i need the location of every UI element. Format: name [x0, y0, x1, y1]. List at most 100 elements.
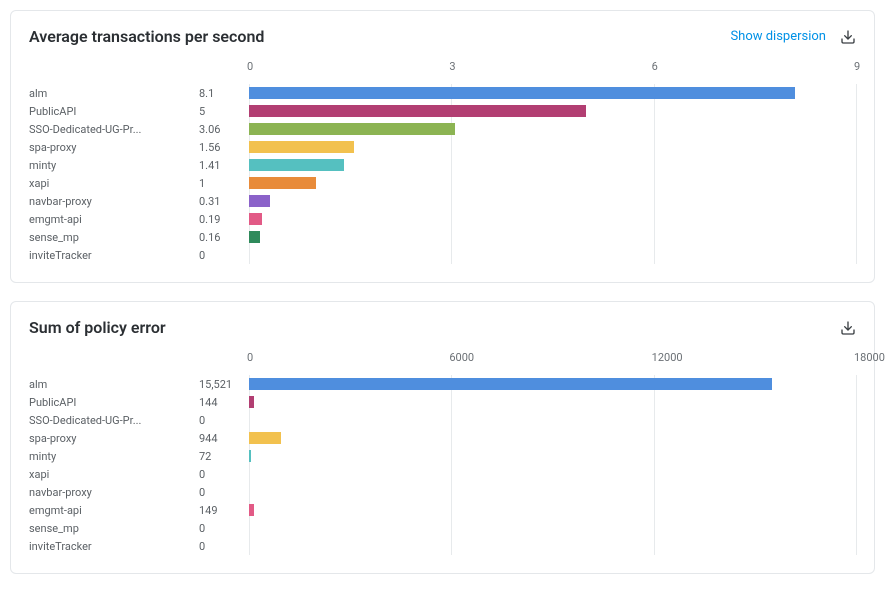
- chart-row: inviteTracker0: [29, 246, 856, 264]
- row-track: [249, 539, 856, 553]
- row-track: [249, 503, 856, 517]
- row-label: inviteTracker: [29, 540, 199, 553]
- row-bar[interactable]: [249, 195, 270, 207]
- chart-row: navbar-proxy0: [29, 483, 856, 501]
- chart-row: inviteTracker0: [29, 537, 856, 555]
- panel-avg-tps: Average transactions per second Show dis…: [10, 10, 875, 283]
- row-label: minty: [29, 450, 199, 463]
- row-bar[interactable]: [249, 123, 455, 135]
- chart-row: minty1.41: [29, 156, 856, 174]
- row-bar[interactable]: [249, 504, 254, 516]
- row-track: [249, 158, 856, 172]
- download-icon[interactable]: [840, 320, 856, 336]
- row-bar[interactable]: [249, 396, 254, 408]
- download-icon[interactable]: [840, 29, 856, 45]
- chart-row: emgmt-api149: [29, 501, 856, 519]
- row-value: 3.06: [199, 123, 249, 136]
- row-label: minty: [29, 159, 199, 172]
- x-axis-tick: 9: [854, 60, 860, 73]
- x-axis-tick: 0: [247, 351, 253, 364]
- panel-actions: Show dispersion: [730, 29, 856, 45]
- x-axis: 0369: [29, 60, 856, 78]
- chart-row: emgmt-api0.19: [29, 210, 856, 228]
- chart-row: navbar-proxy0.31: [29, 192, 856, 210]
- row-label: xapi: [29, 177, 199, 190]
- panel-actions: [840, 320, 856, 336]
- x-axis-tick: 18000: [854, 351, 885, 364]
- row-bar[interactable]: [249, 177, 316, 189]
- row-bar[interactable]: [249, 159, 344, 171]
- row-label: alm: [29, 378, 199, 391]
- row-track: [249, 104, 856, 118]
- row-bar[interactable]: [249, 87, 795, 99]
- chart-row: SSO-Dedicated-UG-Pr...0: [29, 411, 856, 429]
- chart-rows: alm8.1PublicAPI5SSO-Dedicated-UG-Pr...3.…: [29, 84, 856, 264]
- chart-row: sense_mp0: [29, 519, 856, 537]
- row-bar[interactable]: [249, 231, 260, 243]
- row-bar[interactable]: [249, 378, 772, 390]
- row-track: [249, 377, 856, 391]
- chart-rows: alm15,521PublicAPI144SSO-Dedicated-UG-Pr…: [29, 375, 856, 555]
- row-label: navbar-proxy: [29, 486, 199, 499]
- chart-row: xapi0: [29, 465, 856, 483]
- row-track: [249, 449, 856, 463]
- chart-row: PublicAPI144: [29, 393, 856, 411]
- row-track: [249, 413, 856, 427]
- chart-area: 060001200018000 alm15,521PublicAPI144SSO…: [29, 351, 856, 555]
- row-value: 0: [199, 540, 249, 553]
- row-track: [249, 230, 856, 244]
- chart-row: spa-proxy944: [29, 429, 856, 447]
- row-value: 1.56: [199, 141, 249, 154]
- row-track: [249, 140, 856, 154]
- chart-row: xapi1: [29, 174, 856, 192]
- row-value: 149: [199, 504, 249, 517]
- row-track: [249, 467, 856, 481]
- row-bar[interactable]: [249, 450, 251, 462]
- panel-header: Sum of policy error: [29, 318, 856, 337]
- row-label: SSO-Dedicated-UG-Pr...: [29, 414, 199, 427]
- row-label: spa-proxy: [29, 432, 199, 445]
- row-value: 15,521: [199, 378, 249, 391]
- panel-policy-error: Sum of policy error 060001200018000 alm1…: [10, 301, 875, 574]
- row-value: 5: [199, 105, 249, 118]
- row-value: 72: [199, 450, 249, 463]
- row-label: PublicAPI: [29, 396, 199, 409]
- chart-row: sense_mp0.16: [29, 228, 856, 246]
- row-label: alm: [29, 87, 199, 100]
- row-track: [249, 122, 856, 136]
- x-axis: 060001200018000: [29, 351, 856, 369]
- row-value: 0: [199, 468, 249, 481]
- row-value: 0: [199, 249, 249, 262]
- row-label: SSO-Dedicated-UG-Pr...: [29, 123, 199, 136]
- row-track: [249, 395, 856, 409]
- chart-row: SSO-Dedicated-UG-Pr...3.06: [29, 120, 856, 138]
- row-label: sense_mp: [29, 522, 199, 535]
- row-value: 0: [199, 486, 249, 499]
- row-value: 0.16: [199, 231, 249, 244]
- x-axis-tick: 3: [449, 60, 455, 73]
- row-track: [249, 176, 856, 190]
- row-track: [249, 521, 856, 535]
- row-label: PublicAPI: [29, 105, 199, 118]
- row-bar[interactable]: [249, 432, 281, 444]
- row-bar[interactable]: [249, 105, 586, 117]
- show-dispersion-link[interactable]: Show dispersion: [730, 29, 826, 44]
- x-axis-tick: 6: [652, 60, 658, 73]
- row-label: emgmt-api: [29, 213, 199, 226]
- chart-row: alm8.1: [29, 84, 856, 102]
- row-bar[interactable]: [249, 213, 262, 225]
- row-bar[interactable]: [249, 141, 354, 153]
- chart-row: PublicAPI5: [29, 102, 856, 120]
- panel-header: Average transactions per second Show dis…: [29, 27, 856, 46]
- row-value: 0: [199, 522, 249, 535]
- row-value: 0.19: [199, 213, 249, 226]
- panel-title: Sum of policy error: [29, 318, 166, 337]
- x-axis-tick: 6000: [449, 351, 474, 364]
- row-value: 944: [199, 432, 249, 445]
- row-label: sense_mp: [29, 231, 199, 244]
- row-track: [249, 212, 856, 226]
- gridline: [856, 84, 857, 264]
- row-track: [249, 86, 856, 100]
- chart-row: minty72: [29, 447, 856, 465]
- chart-row: alm15,521: [29, 375, 856, 393]
